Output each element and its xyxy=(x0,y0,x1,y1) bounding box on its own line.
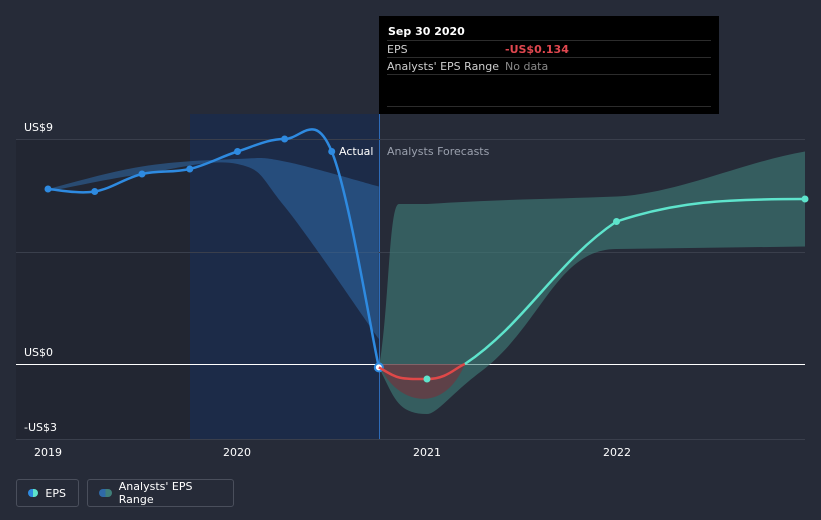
eps-actual-point[interactable] xyxy=(138,170,146,178)
eps-actual-point[interactable] xyxy=(281,135,289,143)
tooltip-eps-key: EPS xyxy=(387,43,408,56)
eps-forecast-point[interactable] xyxy=(613,218,620,225)
tooltip-eps-value: -US$0.134 xyxy=(505,43,569,56)
tooltip-row-eps: EPS -US$0.134 xyxy=(387,40,711,58)
past-period-background xyxy=(16,139,190,439)
eps-actual-point[interactable] xyxy=(44,185,52,193)
eps-forecast-point[interactable] xyxy=(801,195,809,203)
forecast-label: Analysts Forecasts xyxy=(387,145,490,158)
legend-eps-swatch xyxy=(28,489,39,497)
tooltip-row-empty xyxy=(387,74,711,92)
eps-forecast-point[interactable] xyxy=(423,375,431,383)
x-tick-label: 2019 xyxy=(34,446,62,459)
y-tick-label: -US$3 xyxy=(24,421,57,434)
tooltip: Sep 30 2020 EPS -US$0.134 Analysts' EPS … xyxy=(379,16,719,114)
actual-label: Actual xyxy=(339,145,373,158)
x-tick-label: 2020 xyxy=(223,446,251,459)
eps-actual-point[interactable] xyxy=(91,188,99,195)
y-tick-label: US$0 xyxy=(24,346,53,359)
legend-eps[interactable]: EPS xyxy=(16,479,79,507)
eps-actual-point[interactable] xyxy=(328,148,336,155)
tooltip-date: Sep 30 2020 xyxy=(388,25,465,38)
tooltip-range-value: No data xyxy=(505,60,549,73)
x-tick-label: 2022 xyxy=(603,446,631,459)
tooltip-row-range: Analysts' EPS Range No data xyxy=(387,57,711,75)
tooltip-divider xyxy=(387,106,711,107)
y-tick-label: US$9 xyxy=(24,121,53,134)
tooltip-range-key: Analysts' EPS Range xyxy=(387,60,500,73)
legend-analyst-range[interactable]: Analysts' EPS Range xyxy=(87,479,234,507)
legend-range-swatch xyxy=(99,489,112,497)
negative-range-band xyxy=(378,364,465,399)
legend-range-label: Analysts' EPS Range xyxy=(118,480,193,506)
eps-actual-point[interactable] xyxy=(234,148,241,155)
legend-eps-label: EPS xyxy=(45,486,66,500)
past-eps-range-band xyxy=(48,158,379,339)
x-tick-label: 2021 xyxy=(413,446,441,459)
eps-actual-point[interactable] xyxy=(186,165,194,173)
